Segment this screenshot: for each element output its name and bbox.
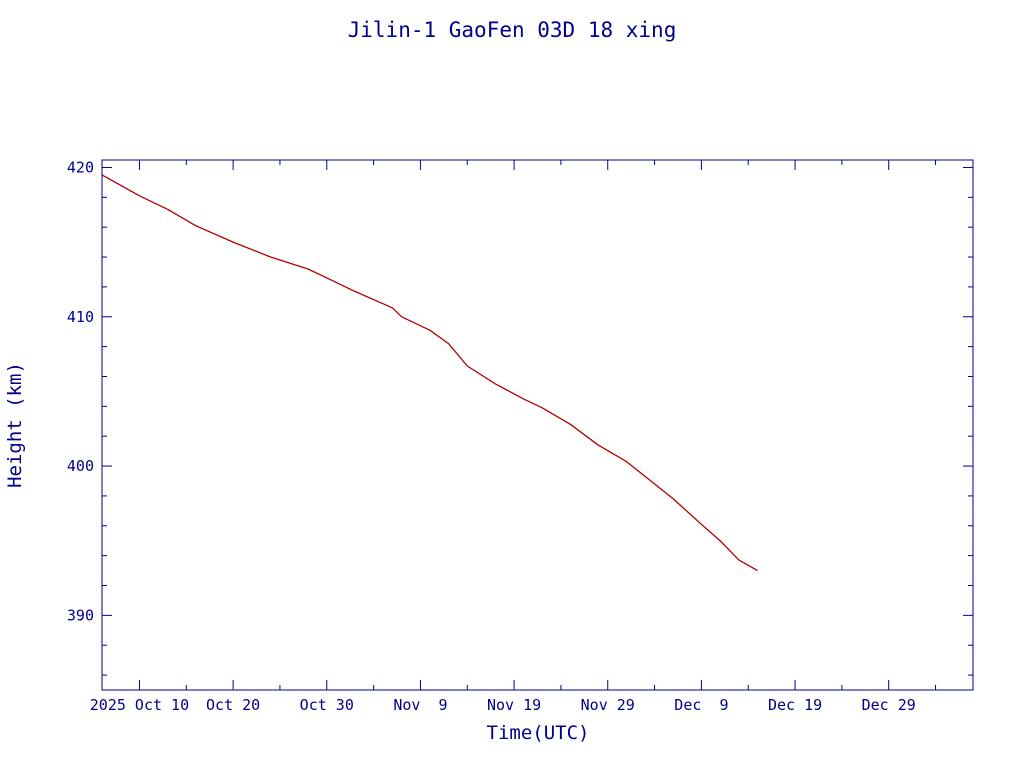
series-group (101, 174, 758, 572)
x-ticks (138, 160, 937, 690)
x-tick-label: Nov 19 (487, 696, 541, 714)
y-ticks (102, 166, 973, 676)
x-tick-label: Dec 19 (768, 696, 822, 714)
y-tick-labels: 390 400 410 420 (67, 158, 94, 624)
series-line-height (101, 174, 758, 572)
y-tick-label: 390 (67, 606, 94, 624)
x-tick-label: Dec 9 (674, 696, 728, 714)
y-axis-title: Height (km) (4, 362, 26, 488)
x-axis-title: Time(UTC) (487, 722, 590, 744)
y-tick-label: 420 (67, 158, 94, 176)
x-tick-label: Oct 30 (300, 696, 354, 714)
y-tick-label: 410 (67, 308, 94, 326)
chart-title: Jilin-1 GaoFen 03D 18 xing (348, 18, 677, 42)
x-tick-labels: 2025 Oct 10 Oct 20 Oct 30 Nov 9 Nov 19 Nov 29… (90, 696, 916, 714)
x-tick-label: Nov 29 (581, 696, 635, 714)
plot-frame (101, 159, 974, 691)
y-tick-label: 400 (67, 457, 94, 475)
x-tick-label: Nov 9 (393, 696, 447, 714)
x-tick-label: Oct 20 (206, 696, 260, 714)
x-tick-label: 2025 Oct 10 (90, 696, 189, 714)
x-tick-label: Dec 29 (862, 696, 916, 714)
